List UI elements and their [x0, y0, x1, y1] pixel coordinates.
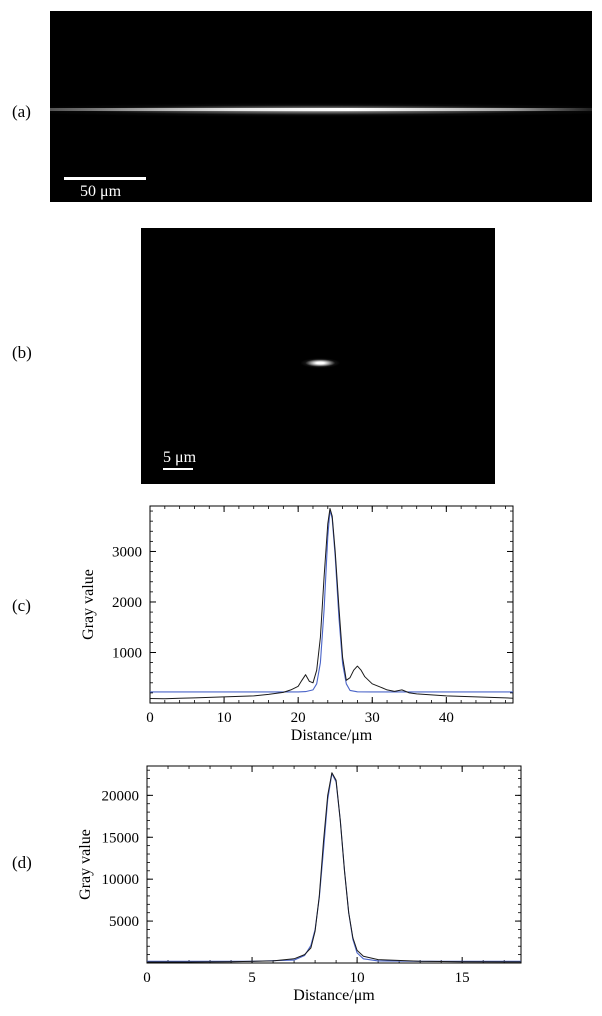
panel-label-c: (c) [12, 596, 31, 615]
beam-streak-core [50, 108, 592, 111]
x-tick-label: 0 [143, 970, 151, 986]
scale-bar-a [64, 177, 146, 180]
gray-value-plot-d: 0 5 10 15 5000 10000 15000 20000 Distance/μm Gray… [77, 765, 522, 1004]
y-tick-label: 20000 [102, 788, 140, 804]
y-axis-label: Gray value [77, 829, 94, 900]
x-tick-label: 20 [291, 710, 306, 726]
x-tick-label: 10 [217, 710, 232, 726]
x-axis-label: Distance/μm [293, 987, 375, 1004]
y-tick-label: 3000 [112, 544, 142, 560]
x-axis-label: Distance/μm [291, 727, 373, 744]
measured-series-line [147, 772, 522, 963]
x-tick-label: 0 [146, 710, 154, 726]
y-tick-label: 5000 [109, 914, 139, 930]
x-tick-label: 10 [350, 970, 365, 986]
plot-frame [149, 505, 514, 704]
plot-frame [146, 765, 522, 964]
y-tick-label: 15000 [102, 830, 140, 846]
y-tick-label: 2000 [112, 595, 142, 611]
gray-value-plot-c: 0 10 20 30 40 1000 2000 3000 Distance/μm Gray val… [80, 505, 514, 744]
micrograph-a: 50 μm [50, 11, 592, 202]
y-tick-label: 10000 [102, 872, 140, 888]
panel-label-d: (d) [12, 853, 32, 872]
measured-series-line [149, 508, 514, 700]
scale-bar-b [163, 468, 193, 470]
y-axis-label: Gray value [80, 569, 97, 640]
x-tick-label: 30 [365, 710, 380, 726]
focal-spot [301, 358, 341, 368]
panel-label-b: (b) [12, 343, 32, 362]
fit-series-line [150, 509, 513, 693]
micrograph-b: 5 μm [141, 228, 495, 484]
x-tick-label: 40 [439, 710, 454, 726]
scale-label-b: 5 μm [163, 449, 197, 466]
fit-series-line [147, 772, 521, 962]
x-tick-label: 15 [455, 970, 470, 986]
x-tick-label: 5 [248, 970, 256, 986]
scale-label-a: 50 μm [80, 183, 122, 200]
y-tick-label: 1000 [112, 645, 142, 661]
panel-label-a: (a) [12, 102, 31, 121]
